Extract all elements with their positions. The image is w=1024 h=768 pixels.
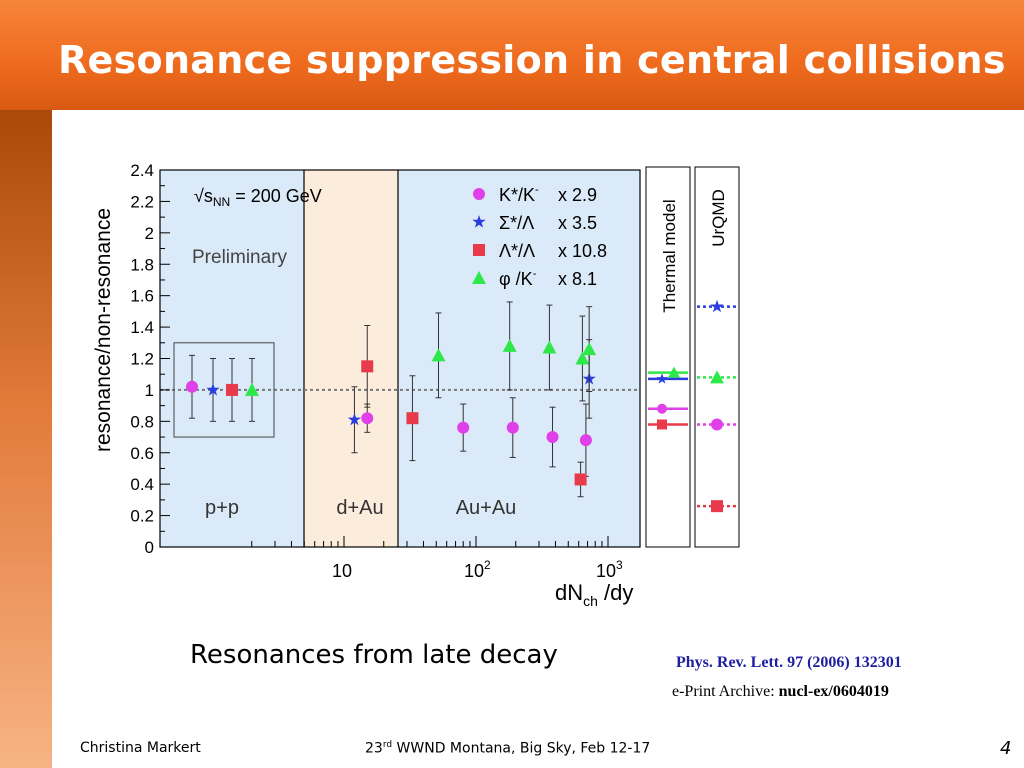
header-bar	[0, 0, 1024, 110]
x-tick-label: 10	[332, 561, 352, 581]
model-panel	[694, 166, 740, 548]
model-panel	[645, 166, 691, 548]
y-tick-label: 2	[145, 224, 154, 243]
model-label: Thermal model	[660, 199, 679, 312]
legend-label: φ /K-	[499, 268, 537, 289]
point-kstar	[457, 421, 470, 434]
y-tick-label: 1.6	[130, 287, 154, 306]
region-labels: p+p d+Au Au+Au	[205, 497, 516, 519]
point-phi	[582, 342, 597, 356]
preliminary-label: Preliminary	[192, 247, 288, 268]
x-axis-title: dNch /dy	[555, 580, 633, 609]
point-kstar	[657, 403, 667, 414]
point-kstar	[546, 431, 559, 444]
x-tick-label: 103	[596, 558, 623, 581]
energy-s: s	[204, 186, 213, 206]
model-label: UrQMD	[709, 189, 728, 247]
conf-rest: WWND Montana, Big Sky, Feb 12-17	[392, 740, 651, 757]
region-label: p+p	[205, 497, 239, 519]
model-panels: Thermal model UrQMD	[645, 166, 740, 548]
point-lambda	[657, 419, 667, 430]
resonance-ratio-chart: 00.20.40.60.811.21.41.61.822.22.4 10 102 1…	[92, 161, 740, 609]
y-tick-label: 0.6	[130, 444, 154, 463]
y-tick-label: 2.4	[130, 161, 154, 180]
y-axis-title: resonance/non-resonance	[92, 208, 115, 452]
point-kstar	[361, 412, 374, 425]
point-sigma	[656, 372, 668, 384]
y-tick-label: 0.4	[130, 475, 154, 494]
y-tick-label: 1.8	[130, 255, 154, 274]
y-tick-label: 1.4	[130, 318, 154, 337]
point-kstar	[711, 418, 723, 431]
point-sigma	[347, 412, 362, 426]
point-phi	[431, 348, 446, 362]
point-lambda	[226, 383, 238, 396]
pp-box	[173, 342, 275, 438]
x-title-main: dN	[555, 580, 583, 605]
point-phi	[542, 340, 557, 354]
footer-author: Christina Markert	[80, 740, 201, 756]
x-axis: 10 102 103	[251, 536, 623, 581]
point-phi	[472, 271, 486, 284]
point-lambda	[361, 360, 374, 373]
region-label: Au+Au	[456, 497, 517, 519]
legend-scale: x 8.1	[558, 269, 597, 289]
point-kstar	[579, 434, 592, 447]
region-label: d+Au	[336, 497, 383, 519]
point-sigma	[472, 215, 486, 228]
energy-label: √sNN = 200 GeV	[194, 186, 322, 209]
x-tick-label: 102	[464, 558, 491, 581]
footer-conference: 23rd WWND Montana, Big Sky, Feb 12-17	[365, 740, 650, 757]
conf-num: 23	[365, 740, 383, 757]
legend: K*/K-x 2.9 Σ*/Λ x 3.5 Λ*/Λ x 10.8 φ /K-x 8.1	[472, 184, 607, 289]
y-tick-label: 0	[145, 538, 154, 557]
energy-sub: NN	[213, 195, 230, 209]
pp-reference-box	[173, 342, 275, 438]
point-phi	[245, 382, 259, 396]
point-lambda	[711, 500, 723, 513]
point-kstar	[506, 421, 519, 434]
point-kstar	[473, 188, 485, 200]
y-tick-label: 0.2	[130, 507, 154, 526]
sqrt-symbol: √	[194, 186, 204, 206]
y-tick-label: 2.2	[130, 192, 154, 211]
eprint-prefix: e-Print Archive:	[672, 683, 779, 700]
point-phi	[575, 351, 590, 365]
y-tick-label: 1	[145, 381, 154, 400]
point-phi	[502, 338, 517, 352]
left-accent-bar	[0, 110, 52, 768]
y-tick-label: 0.8	[130, 412, 154, 431]
eprint-reference: e-Print Archive: nucl-ex/0604019	[672, 683, 889, 701]
page-number: 4	[1000, 738, 1012, 759]
energy-value: = 200 GeV	[230, 186, 322, 206]
x-title-tail: /dy	[598, 580, 633, 605]
point-sigma	[206, 382, 220, 396]
data-points	[186, 301, 597, 498]
point-kstar	[186, 380, 198, 393]
caption: Resonances from late decay	[190, 640, 558, 670]
legend-label: K*/K-	[499, 184, 539, 205]
region-dau	[304, 170, 398, 547]
conf-sup: rd	[382, 740, 393, 750]
journal-reference: Phys. Rev. Lett. 97 (2006) 132301	[676, 654, 902, 671]
point-lambda	[473, 244, 485, 256]
point-lambda	[406, 412, 419, 425]
legend-label: Λ*/Λ	[499, 241, 535, 261]
legend-scale: x 2.9	[558, 185, 597, 205]
point-phi	[668, 366, 680, 378]
slide-title: Resonance suppression in central collisi…	[58, 38, 1006, 82]
y-axis: 0 0.2 0.4 0.6 0.8 1 1.2 1.4 1.6 1.8 2 2.2 2.4	[130, 161, 170, 557]
point-phi	[710, 370, 724, 384]
legend-label: Σ*/Λ	[499, 213, 534, 233]
y-tick-label: 1.2	[130, 350, 154, 369]
legend-scale: x 3.5	[558, 213, 597, 233]
point-sigma	[710, 299, 724, 313]
x-title-sub: ch	[583, 593, 598, 609]
point-lambda	[574, 473, 587, 486]
legend-scale: x 10.8	[558, 241, 607, 261]
eprint-id: nucl-ex/0604019	[778, 683, 889, 700]
